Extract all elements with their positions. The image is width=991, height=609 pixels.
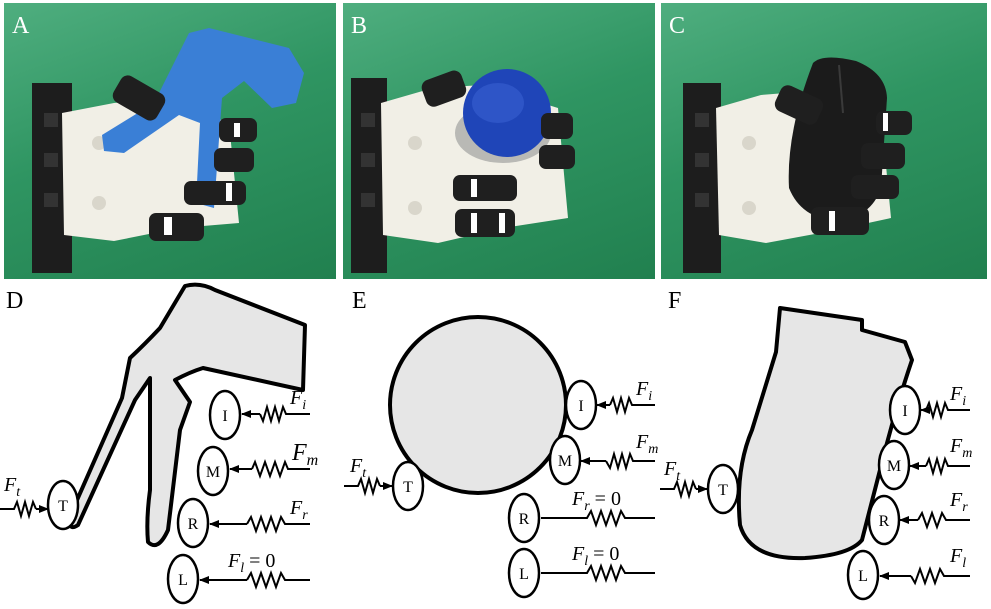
force-index-d: Fi [289,387,306,413]
force-middle-f: Fm [949,435,972,461]
svg-text:L: L [178,572,188,589]
finger-ring-f: R [867,494,901,546]
photo-label-c: C [669,13,686,39]
force-middle-e: Fm [635,431,658,457]
svg-text:M: M [887,458,901,475]
svg-text:L: L [519,566,529,583]
force-index-f: Fi [949,383,966,409]
svg-text:I: I [578,398,583,415]
finger-thumb-e: T [391,460,425,512]
force-middle-d: Fm [291,440,318,469]
photo-label-b: B [351,13,368,39]
hand-photo-b [351,69,575,273]
finger-ring-d: R [176,497,210,549]
hand-photo-a [32,28,304,273]
force-ring-e: Fr = 0 [571,488,621,514]
finger-ring-e: R [507,492,541,544]
photo-panel-a: A [4,3,336,279]
svg-text:I: I [222,408,227,425]
finger-index-f: I [888,384,922,436]
finger-index-d: I [208,389,242,441]
glue-gun-object [67,282,307,547]
sketch-label-f: F [668,288,681,314]
force-ring-d: Fr [289,497,308,523]
sketch-panel-e: E T I M R L [344,288,658,599]
force-thumb-d: Ft [3,474,21,500]
sketch-label-e: E [352,288,367,314]
force-little-d: Fl = 0 [227,550,275,576]
svg-text:T: T [403,479,413,496]
svg-text:L: L [858,568,868,585]
photo-label-a: A [12,13,30,39]
force-thumb-e: Ft [349,455,367,481]
finger-index-e: I [564,379,598,431]
svg-text:M: M [558,453,572,470]
finger-little-f: L [846,549,880,601]
force-ring-f: Fr [949,489,968,515]
finger-little-d: L [166,553,200,605]
finger-thumb-d: T [46,479,80,531]
sketch-label-d: D [6,288,23,314]
svg-text:R: R [519,511,530,528]
finger-little-e: L [507,547,541,599]
finger-thumb-f: T [706,463,740,515]
svg-text:R: R [188,516,199,533]
force-little-f: Fl [949,545,966,571]
finger-middle-d: M [196,445,230,497]
svg-text:I: I [902,403,907,420]
force-thumb-f: Ft [663,458,681,484]
svg-text:M: M [206,464,220,481]
grasp-force-sketches: D T I M R L [0,282,972,605]
finger-middle-e: M [548,434,582,486]
photo-panel-b: B [343,3,655,279]
svg-text:T: T [718,482,728,499]
force-little-e: Fl = 0 [571,543,619,569]
finger-middle-f: M [877,439,911,491]
svg-text:T: T [58,498,68,515]
sketch-panel-f: F T I M R L [660,288,972,601]
photo-panel-c: C [661,3,987,279]
hand-photo-c [683,57,912,273]
sketch-panel-d: D T I M R L [0,282,318,605]
svg-text:R: R [879,513,890,530]
force-index-e: Fi [635,378,652,404]
